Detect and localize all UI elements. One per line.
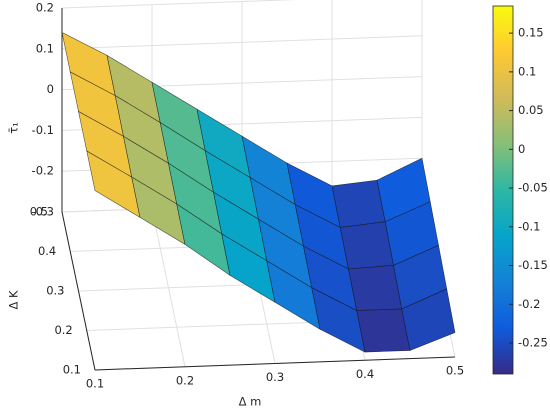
y-axis bbox=[61, 211, 96, 371]
y-tick-label: 0.1 bbox=[63, 363, 81, 377]
surface-patch bbox=[401, 288, 456, 351]
y-tick-label: 0.2 bbox=[54, 323, 72, 337]
colorbar bbox=[492, 5, 514, 375]
colorbar-tick-label: 0.1 bbox=[518, 64, 536, 78]
x-tick-label: 0.2 bbox=[176, 373, 194, 387]
colorbar-tick-label: 0 bbox=[518, 142, 525, 156]
colorbar-tick-label: 0.15 bbox=[518, 26, 544, 40]
z-tick-label: 0.1 bbox=[36, 41, 54, 55]
y-tick-label: 0.5 bbox=[30, 205, 48, 219]
z-tick-label: -0.1 bbox=[32, 123, 54, 137]
surface-patch bbox=[348, 265, 403, 311]
grid-line bbox=[61, 35, 423, 50]
z-tick-label: -0.2 bbox=[32, 164, 54, 178]
grid-line bbox=[61, 0, 298, 9]
x-axis-label: Δ m bbox=[239, 395, 262, 409]
y-tick-label: 0.4 bbox=[38, 244, 56, 258]
z-tick-label: 0.2 bbox=[36, 1, 54, 15]
surface-patch bbox=[331, 179, 386, 228]
x-axis bbox=[94, 356, 456, 371]
surface-patch bbox=[356, 308, 411, 353]
x-tick-label: 0.5 bbox=[446, 364, 464, 378]
surface-patch bbox=[339, 221, 394, 270]
y-tick-label: 0.3 bbox=[46, 284, 64, 298]
colorbar-tick-label: -0.05 bbox=[518, 181, 548, 195]
colorbar-tick-label: -0.1 bbox=[518, 219, 540, 233]
x-tick-label: 0.1 bbox=[86, 377, 104, 391]
colorbar-tick-label: 0.05 bbox=[518, 103, 544, 117]
colorbar-tick-label: -0.25 bbox=[518, 336, 548, 350]
x-tick-label: 0.3 bbox=[266, 370, 284, 384]
colorbar-tick-label: -0.15 bbox=[518, 258, 548, 272]
y-axis-label: Δ K bbox=[7, 290, 21, 310]
z-tick-label: 0 bbox=[47, 82, 54, 96]
colorbar-tick-label: -0.2 bbox=[518, 297, 540, 311]
x-tick-label: 0.4 bbox=[356, 367, 374, 381]
z-axis-label: τ̄₁ bbox=[7, 122, 21, 134]
z-tick-label: -0.3 bbox=[32, 205, 54, 219]
